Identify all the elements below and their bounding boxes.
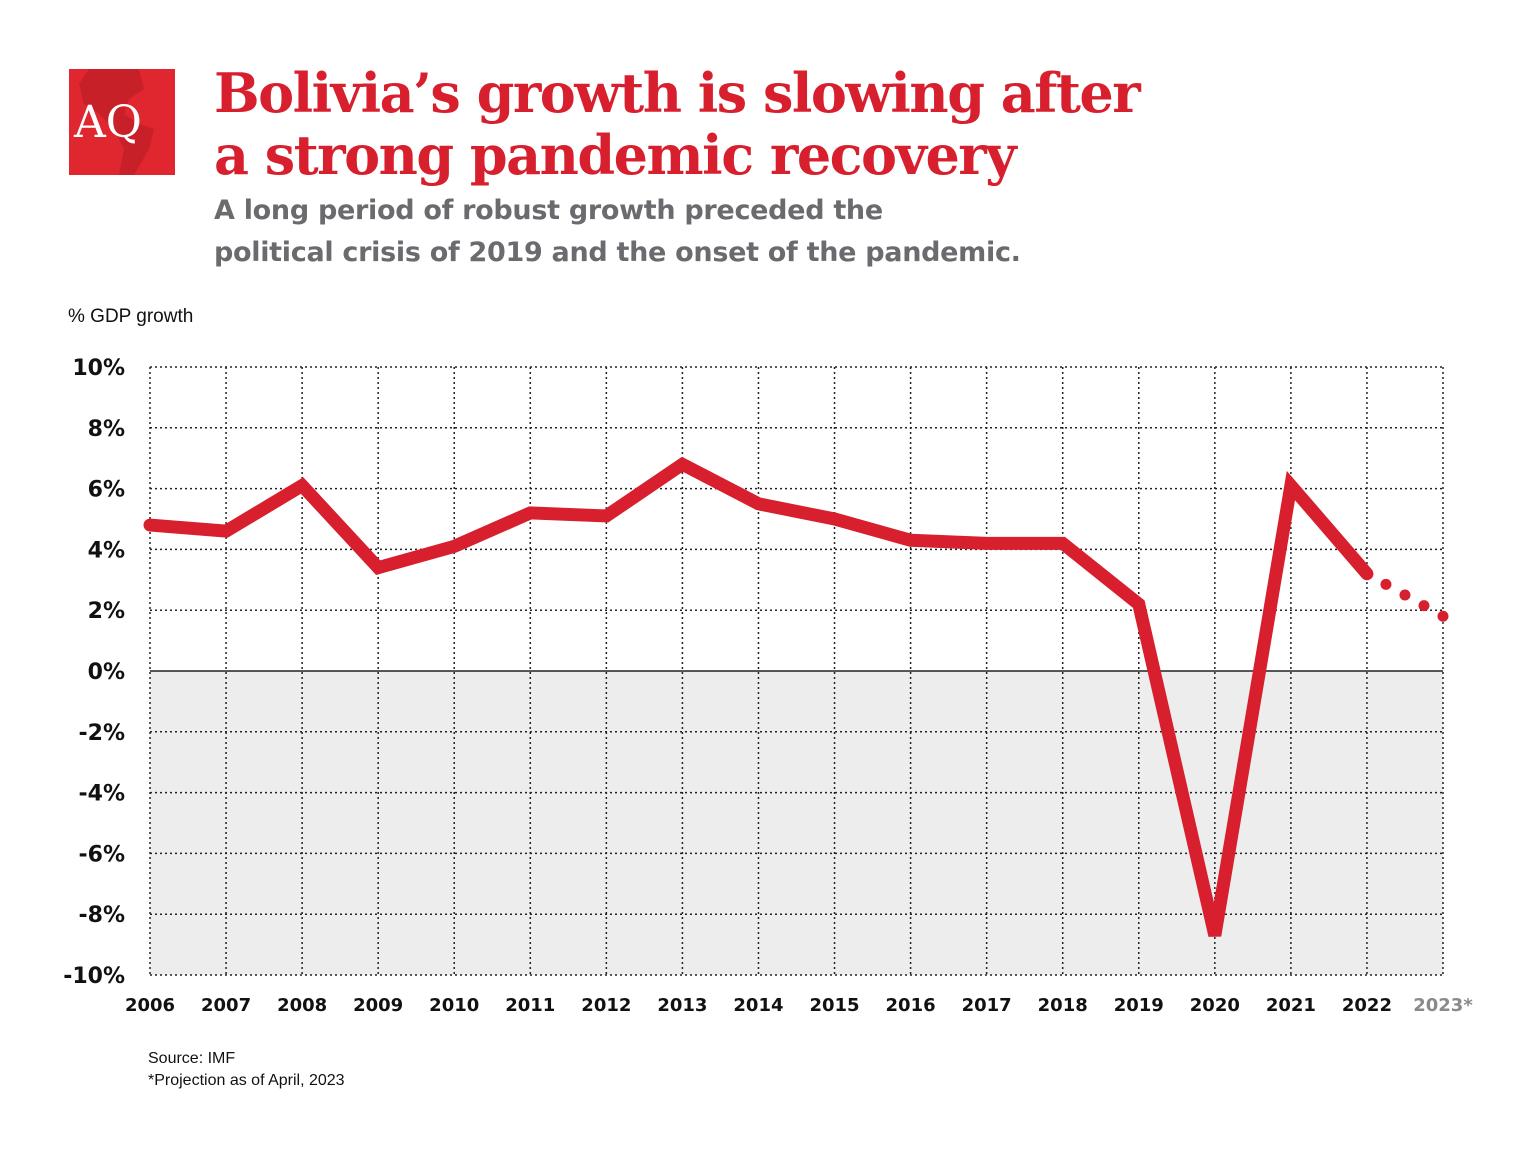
x-tick-label: 2017	[962, 995, 1012, 1016]
y-tick-label: -10%	[63, 964, 125, 989]
data-line	[143, 456, 1374, 937]
y-tick-label: 2%	[88, 599, 125, 624]
y-tick-label: 8%	[88, 417, 125, 442]
subtitle-line-1: A long period of robust growth preceded …	[214, 195, 883, 226]
x-tick-label: 2006	[125, 995, 175, 1016]
chart-subtitle: A long period of robust growth preceded …	[214, 190, 1021, 274]
x-tick-label: 2022	[1342, 995, 1392, 1016]
y-tick-label: -6%	[79, 842, 125, 867]
title-line-1: Bolivia’s growth is slowing after	[214, 61, 1141, 125]
x-tick-label: 2007	[201, 995, 251, 1016]
y-tick-label: -2%	[79, 721, 125, 746]
source-notes: Source: IMF *Projection as of April, 202…	[148, 1048, 345, 1092]
source-text: Source: IMF	[148, 1050, 236, 1067]
x-tick-label: 2018	[1038, 995, 1088, 1016]
x-tick-label: 2023*	[1413, 995, 1473, 1016]
subtitle-line-2: political crisis of 2019 and the onset o…	[214, 237, 1021, 268]
y-tick-label: 0%	[88, 660, 125, 685]
x-tick-label: 2009	[353, 995, 403, 1016]
aq-logo: AQ	[69, 69, 175, 175]
y-axis-label: % GDP growth	[68, 306, 194, 327]
x-tick-label: 2020	[1190, 995, 1240, 1016]
projection-dot	[1437, 610, 1449, 622]
x-tick-label: 2008	[277, 995, 327, 1016]
x-tick-label: 2014	[733, 995, 783, 1016]
x-tick-label: 2021	[1266, 995, 1316, 1016]
x-tick-label: 2010	[429, 995, 479, 1016]
projection-note: *Projection as of April, 2023	[148, 1072, 345, 1089]
logo-text: AQ	[73, 97, 142, 148]
x-tick-label: 2019	[1114, 995, 1164, 1016]
y-tick-label: -4%	[79, 782, 125, 807]
x-tick-label: 2011	[505, 995, 555, 1016]
y-tick-label: 6%	[88, 478, 125, 503]
title-line-2: a strong pandemic recovery	[214, 123, 1017, 187]
chart-title: Bolivia’s growth is slowing after a stro…	[214, 61, 1141, 187]
projection-dot	[1380, 578, 1392, 590]
projection-dot	[1418, 600, 1430, 612]
x-tick-label: 2016	[886, 995, 936, 1016]
y-tick-label: 4%	[88, 538, 125, 563]
x-tick-label: 2013	[657, 995, 707, 1016]
x-tick-label: 2015	[809, 995, 859, 1016]
y-tick-label: 10%	[72, 356, 125, 381]
x-tick-label: 2012	[581, 995, 631, 1016]
projection-dot	[1399, 589, 1411, 601]
y-tick-label: -8%	[79, 903, 125, 928]
